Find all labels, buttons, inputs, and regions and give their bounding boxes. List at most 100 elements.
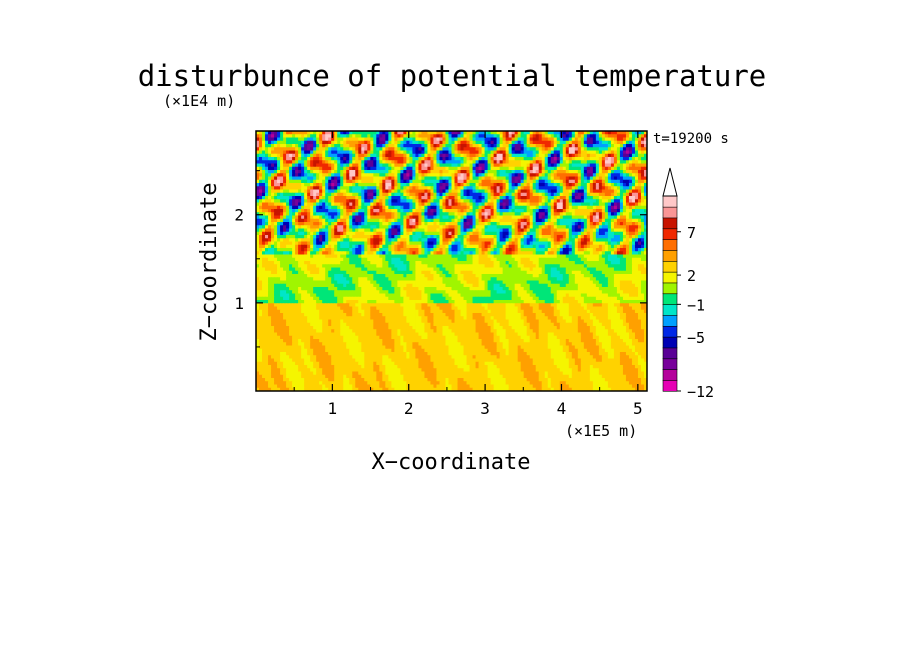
- contour-cell: [562, 231, 567, 236]
- contour-cell: [376, 212, 380, 216]
- contour-cell: [565, 173, 570, 177]
- contour-cell: [508, 173, 513, 177]
- contour-cell: [271, 176, 275, 181]
- contour-cell: [310, 163, 314, 168]
- contour-cell: [430, 218, 434, 223]
- contour-cell: [607, 241, 612, 246]
- contour-cell: [505, 144, 510, 148]
- contour-cell: [556, 189, 561, 194]
- contour-cell: [589, 176, 594, 181]
- contour-cell: [298, 147, 302, 151]
- contour-cell: [337, 215, 341, 220]
- contour-cell: [451, 222, 456, 226]
- contour-cell: [376, 131, 380, 135]
- contour-cell: [319, 248, 323, 252]
- contour-cell: [394, 215, 398, 220]
- contour-cell: [421, 192, 425, 197]
- contour-cell: [340, 163, 344, 168]
- contour-cell: [628, 186, 633, 190]
- contour-cell: [466, 199, 471, 203]
- contour-cell: [445, 244, 449, 249]
- contour-cell: [580, 170, 585, 174]
- contour-cell: [643, 251, 648, 255]
- contour-cell: [337, 173, 341, 177]
- contour-cell: [343, 202, 347, 207]
- contour-cell: [373, 241, 377, 246]
- contour-cell: [562, 199, 567, 203]
- contour-cell: [439, 147, 443, 151]
- contour-cell: [262, 205, 266, 210]
- contour-cell: [469, 131, 474, 135]
- contour-cell: [424, 163, 428, 168]
- contour-cell: [520, 140, 525, 145]
- contour-cell: [574, 131, 579, 135]
- contour-cell: [331, 144, 335, 148]
- contour-cell: [505, 166, 510, 171]
- contour-cell: [568, 218, 573, 223]
- contour-cell: [643, 218, 648, 223]
- contour-cell: [394, 202, 398, 207]
- contour-cell: [610, 202, 615, 207]
- contour-cell: [283, 218, 287, 223]
- contour-cell: [514, 192, 519, 197]
- contour-cell: [412, 157, 416, 161]
- contour-cell: [292, 244, 296, 249]
- contour-cell: [340, 140, 344, 145]
- contour-cell: [505, 212, 510, 216]
- contour-cell: [595, 131, 600, 135]
- contour-cell: [454, 179, 459, 184]
- contour-cell: [283, 147, 287, 151]
- contour-cell: [331, 205, 335, 210]
- contour-cell: [292, 251, 296, 255]
- contour-cell: [265, 228, 269, 233]
- contour-cell: [529, 202, 534, 207]
- contour-cell: [613, 134, 618, 138]
- contour-cell: [502, 134, 507, 138]
- contour-cell: [526, 218, 531, 223]
- contour-cell: [625, 150, 630, 155]
- contour-cell: [589, 150, 594, 155]
- contour-cell: [484, 186, 489, 190]
- contour-cell: [355, 157, 359, 161]
- contour-cell: [583, 163, 588, 168]
- contour-cell: [574, 150, 579, 155]
- contour-cell: [361, 166, 365, 171]
- contour-cell: [487, 196, 492, 200]
- contour-cell: [556, 131, 561, 135]
- contour-cell: [355, 215, 359, 220]
- contour-cell: [568, 179, 573, 184]
- contour-cell: [517, 192, 522, 197]
- contour-cell: [427, 137, 431, 142]
- contour-cell: [607, 199, 612, 203]
- contour-cell: [475, 244, 480, 249]
- contour-cell: [352, 134, 356, 138]
- contour-cell: [448, 160, 452, 164]
- contour-cell: [580, 231, 585, 236]
- contour-cell: [382, 222, 386, 226]
- contour-cell: [382, 196, 386, 200]
- contour-cell: [580, 248, 585, 252]
- contour-cell: [304, 166, 308, 171]
- contour-cell: [526, 196, 531, 200]
- contour-cell: [640, 173, 645, 177]
- contour-cell: [298, 166, 302, 171]
- contour-cell: [394, 205, 398, 210]
- contour-cell: [415, 228, 419, 233]
- contour-cell: [400, 228, 404, 233]
- contour-cell: [322, 131, 326, 135]
- contour-cell: [403, 153, 407, 158]
- contour-cell: [583, 144, 588, 148]
- contour-cell: [520, 251, 525, 255]
- contour-cell: [634, 215, 639, 220]
- contour-cell: [277, 238, 281, 242]
- contour-cell: [622, 212, 627, 216]
- contour-cell: [502, 238, 507, 242]
- contour-cell: [469, 199, 474, 203]
- contour-cell: [319, 147, 323, 151]
- contour-cell: [391, 222, 395, 226]
- contour-cell: [619, 160, 624, 164]
- contour-cell: [643, 238, 648, 242]
- contour-cell: [370, 238, 374, 242]
- contour-cell: [436, 183, 440, 187]
- contour-cell: [322, 179, 326, 184]
